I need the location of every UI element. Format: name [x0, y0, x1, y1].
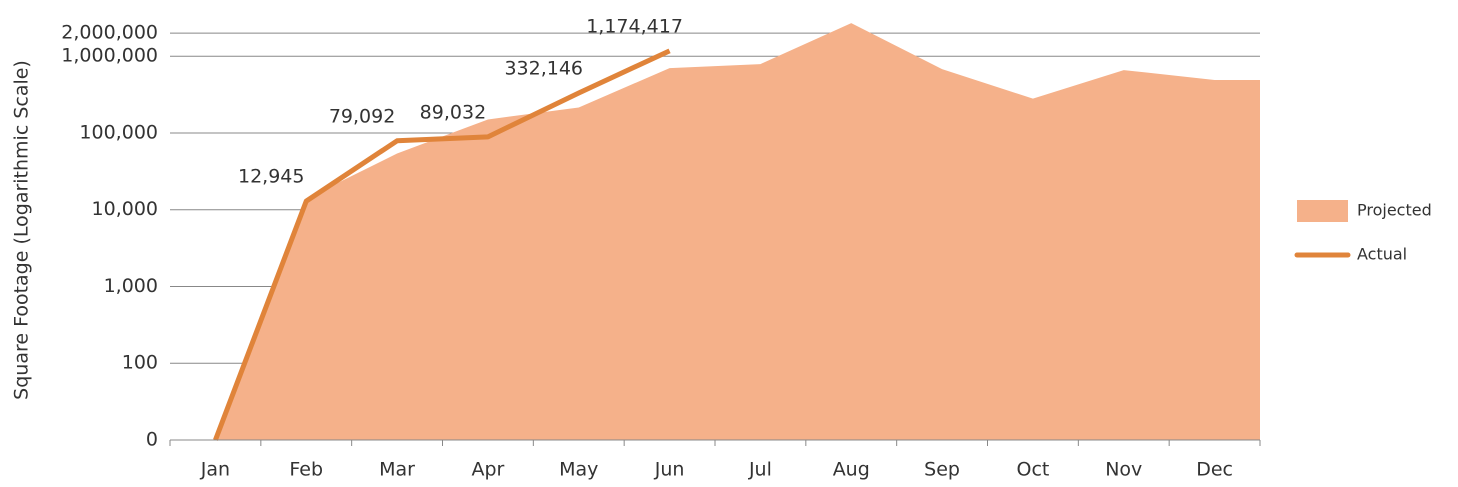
legend-label: Actual [1357, 245, 1407, 264]
x-tick-label: May [559, 459, 598, 481]
y-tick-label: 10,000 [92, 198, 158, 220]
data-label: 1,174,417 [586, 15, 683, 37]
x-tick-label: Nov [1105, 459, 1142, 481]
x-tick-label: Oct [1016, 459, 1049, 481]
x-tick-label: Aug [833, 459, 870, 481]
x-tick-label: Jan [200, 459, 230, 481]
y-tick-label: 0 [146, 429, 158, 451]
data-label: 12,945 [238, 166, 304, 188]
line [213, 48, 671, 441]
data-layer [213, 23, 1261, 441]
data-label: 89,032 [420, 101, 486, 123]
x-tick-label: Apr [471, 459, 504, 481]
legend-label: Projected [1357, 201, 1432, 220]
x-tick-label: Jul [748, 459, 772, 481]
y-tick-label: 100,000 [79, 121, 158, 143]
y-tick-label: 100 [122, 352, 158, 374]
y-axis-label: Square Footage (Logarithmic Scale) [11, 60, 33, 400]
y-tick-label: 2,000,000 [61, 22, 158, 44]
data-label: 79,092 [329, 105, 395, 127]
y-tick-label: 1,000 [104, 275, 158, 297]
legend-swatch [1297, 200, 1348, 222]
x-tick-label: Mar [379, 459, 415, 481]
x-tick-label: Feb [289, 459, 323, 481]
y-tick-label: 1,000,000 [61, 45, 158, 67]
data-label: 332,146 [504, 57, 583, 79]
area [215, 23, 1261, 441]
x-tick-label: Sep [924, 459, 960, 481]
x-tick-label: Dec [1196, 459, 1233, 481]
x-tick-label: Jun [654, 459, 685, 481]
